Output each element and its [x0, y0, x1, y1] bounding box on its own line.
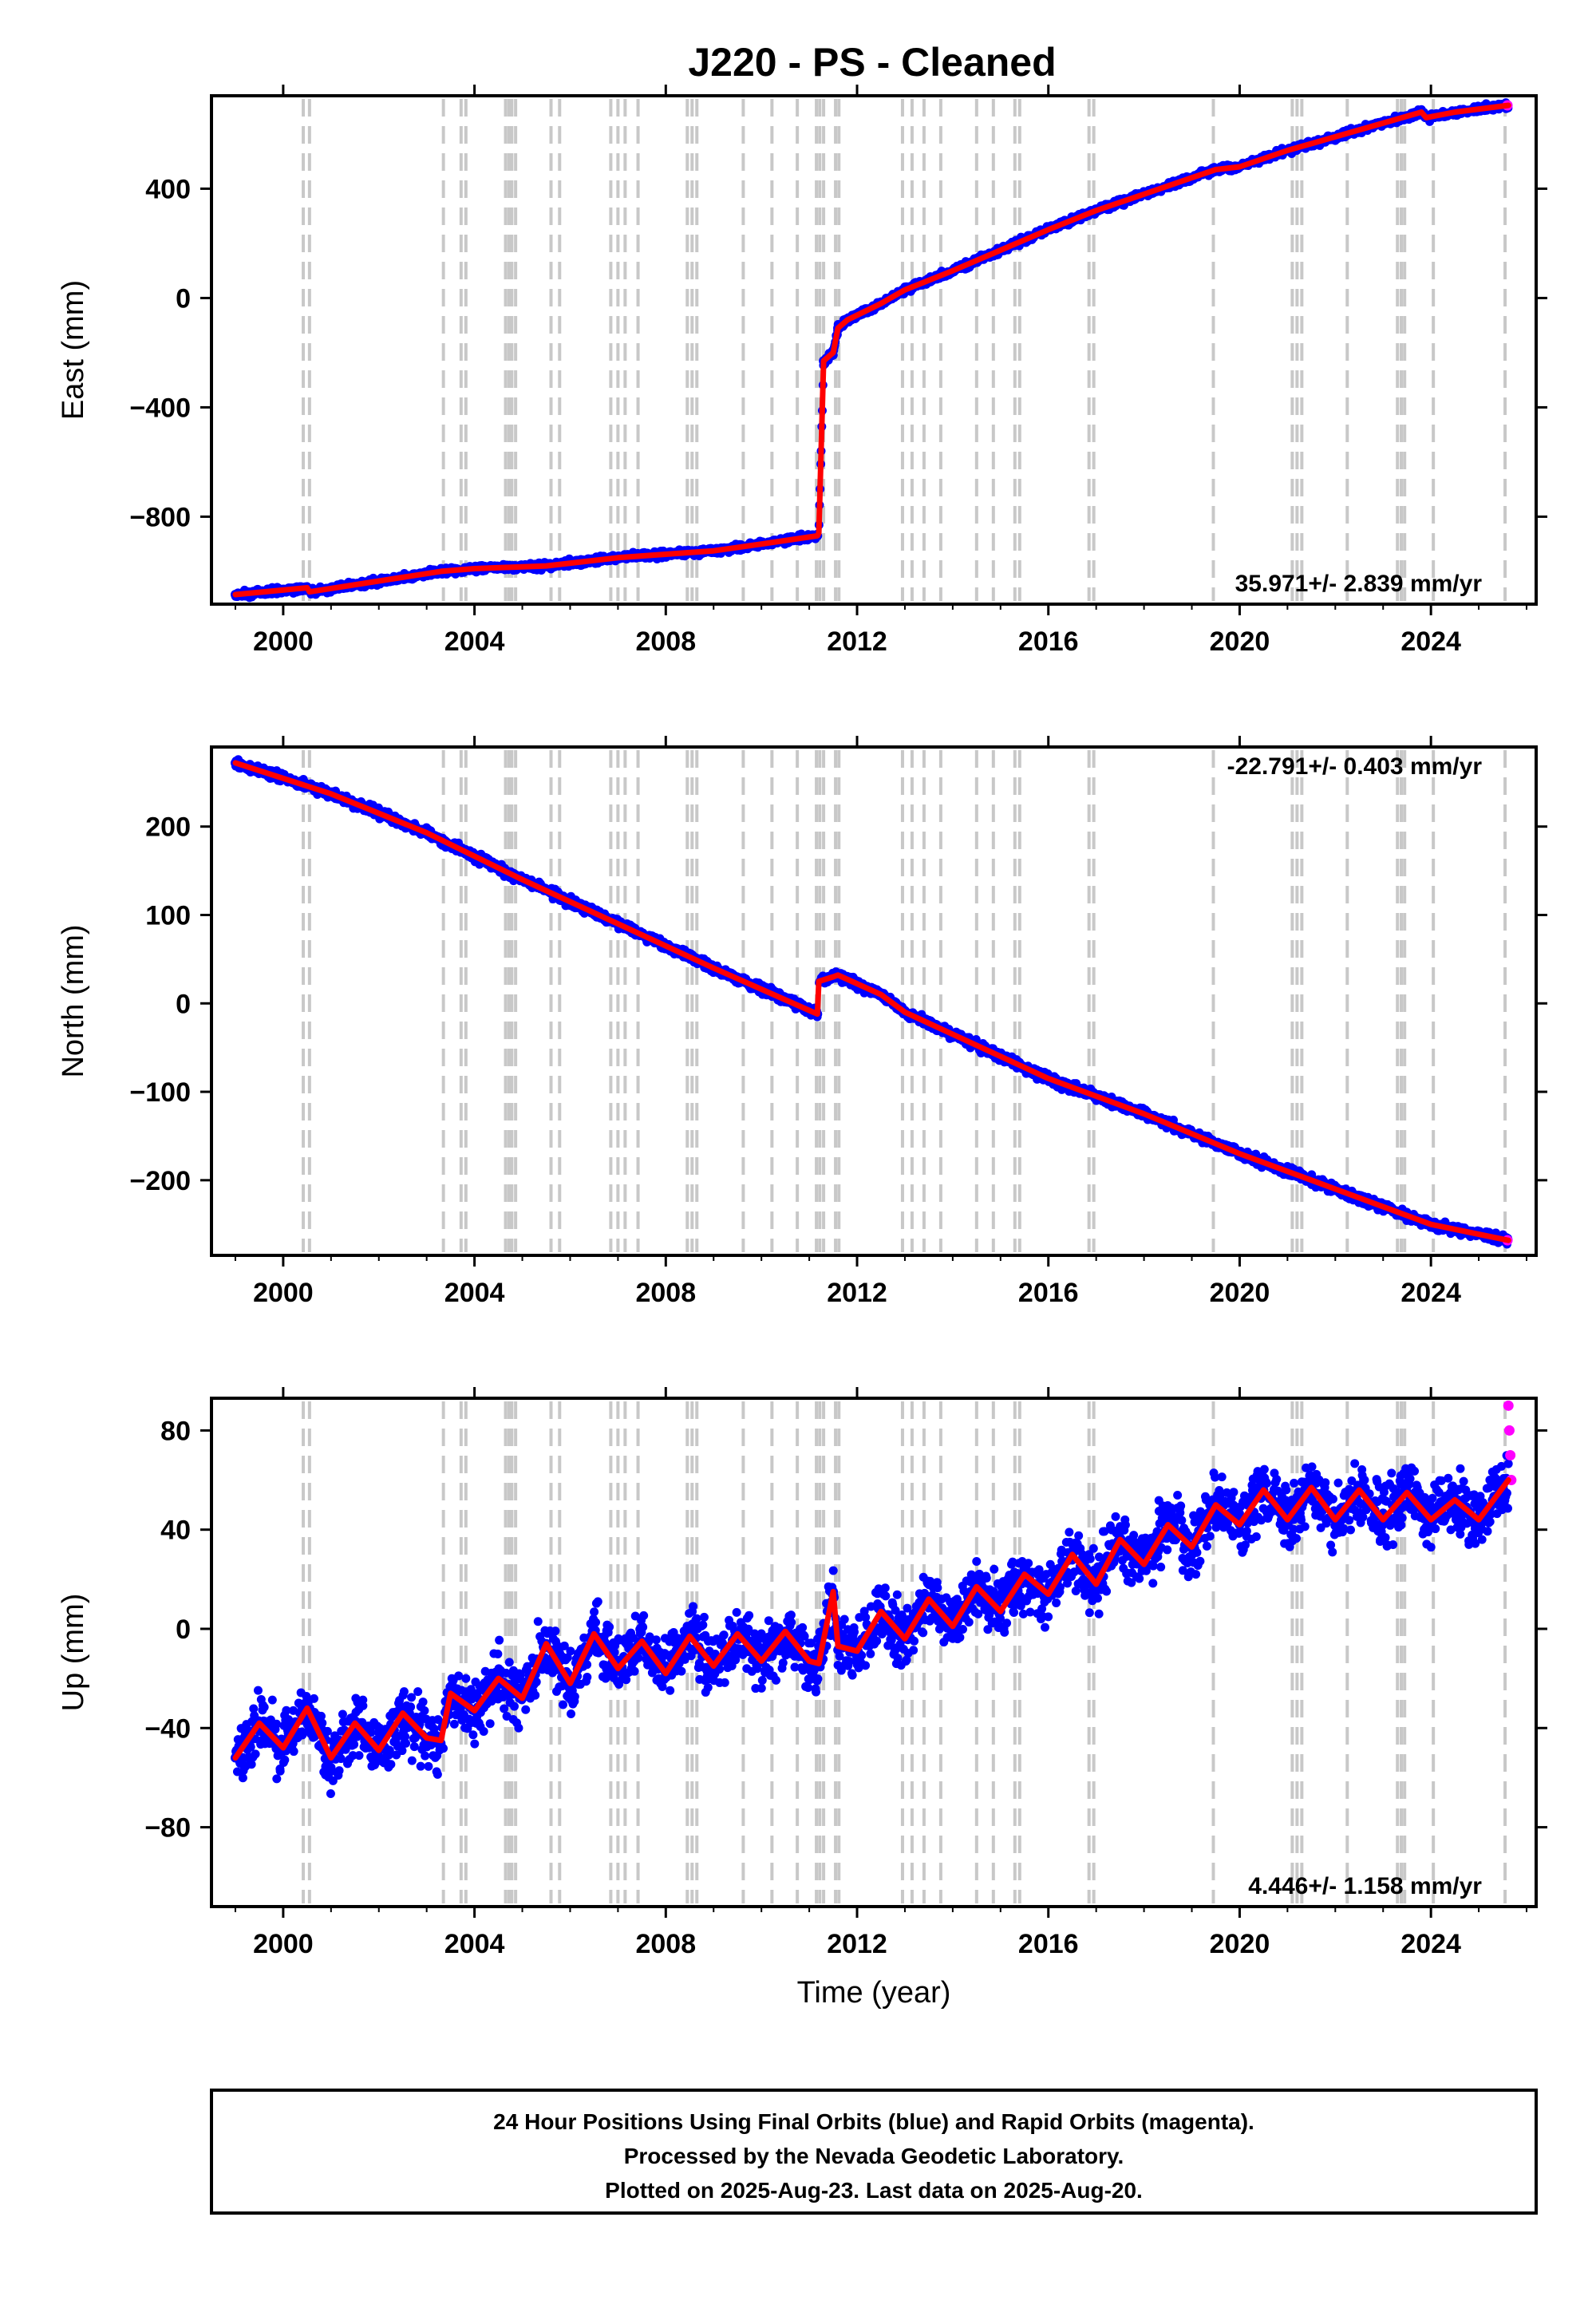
y-tick-label: 0: [176, 283, 191, 314]
x-tick-label: 2024: [1400, 626, 1461, 657]
x-tick-label: 2000: [253, 626, 314, 657]
velocity-rate-label: 35.971+/- 2.839 mm/yr: [1235, 571, 1483, 597]
frame-mask-left: [0, 48, 210, 652]
x-tick-label: 2020: [1210, 626, 1270, 657]
figure-title: J220 - PS - Cleaned: [688, 40, 1056, 85]
y-tick-label: −800: [129, 502, 191, 532]
x-tick-label: 2004: [444, 626, 505, 657]
x-tick-label: 2016: [1018, 626, 1079, 657]
frame-mask-right: [1538, 48, 1596, 652]
x-tick-label: 2008: [635, 626, 696, 657]
east-panel: 2000 2004 2008 2012 2016 2020 2024 400 0 −400 −800…: [0, 48, 1596, 657]
y-tick-label: 400: [145, 174, 191, 204]
y-axis-label: East (mm): [57, 280, 90, 420]
x-tick-label: 2012: [827, 626, 887, 657]
y-tick-label: −400: [129, 393, 191, 423]
